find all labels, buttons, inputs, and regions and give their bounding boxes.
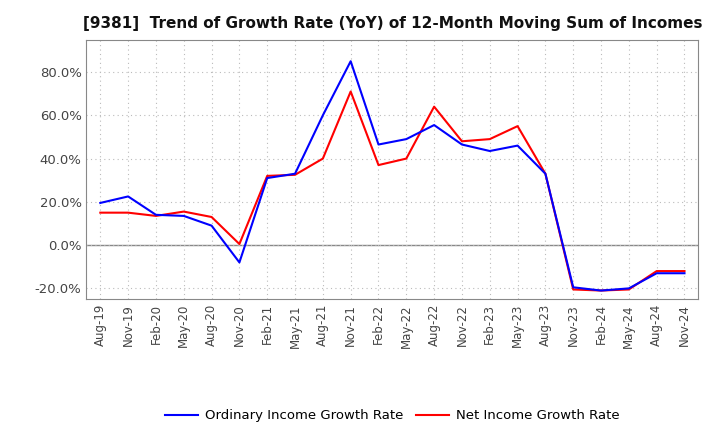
Net Income Growth Rate bbox=[430, 104, 438, 109]
Ordinary Income Growth Rate bbox=[624, 286, 633, 291]
Ordinary Income Growth Rate bbox=[207, 223, 216, 228]
Net Income Growth Rate bbox=[597, 288, 606, 293]
Ordinary Income Growth Rate bbox=[291, 171, 300, 176]
Ordinary Income Growth Rate bbox=[179, 213, 188, 219]
Net Income Growth Rate bbox=[96, 210, 104, 215]
Net Income Growth Rate bbox=[291, 172, 300, 177]
Net Income Growth Rate bbox=[374, 162, 383, 168]
Ordinary Income Growth Rate bbox=[235, 260, 243, 265]
Ordinary Income Growth Rate bbox=[485, 148, 494, 154]
Net Income Growth Rate bbox=[179, 209, 188, 214]
Ordinary Income Growth Rate bbox=[680, 271, 689, 276]
Ordinary Income Growth Rate bbox=[652, 271, 661, 276]
Net Income Growth Rate bbox=[152, 213, 161, 219]
Net Income Growth Rate bbox=[541, 171, 550, 176]
Net Income Growth Rate bbox=[485, 136, 494, 142]
Net Income Growth Rate bbox=[458, 139, 467, 144]
Ordinary Income Growth Rate bbox=[597, 288, 606, 293]
Net Income Growth Rate bbox=[346, 89, 355, 94]
Ordinary Income Growth Rate bbox=[152, 212, 161, 217]
Ordinary Income Growth Rate bbox=[541, 171, 550, 176]
Legend: Ordinary Income Growth Rate, Net Income Growth Rate: Ordinary Income Growth Rate, Net Income … bbox=[160, 404, 625, 428]
Net Income Growth Rate bbox=[124, 210, 132, 215]
Net Income Growth Rate bbox=[263, 173, 271, 179]
Net Income Growth Rate bbox=[569, 287, 577, 292]
Ordinary Income Growth Rate bbox=[124, 194, 132, 199]
Ordinary Income Growth Rate bbox=[402, 136, 410, 142]
Net Income Growth Rate bbox=[318, 156, 327, 161]
Net Income Growth Rate bbox=[680, 268, 689, 274]
Net Income Growth Rate bbox=[207, 214, 216, 220]
Net Income Growth Rate bbox=[402, 156, 410, 161]
Ordinary Income Growth Rate bbox=[374, 142, 383, 147]
Net Income Growth Rate bbox=[652, 268, 661, 274]
Net Income Growth Rate bbox=[624, 287, 633, 292]
Ordinary Income Growth Rate bbox=[263, 176, 271, 181]
Line: Net Income Growth Rate: Net Income Growth Rate bbox=[100, 92, 685, 290]
Ordinary Income Growth Rate bbox=[430, 122, 438, 128]
Ordinary Income Growth Rate bbox=[96, 200, 104, 205]
Ordinary Income Growth Rate bbox=[513, 143, 522, 148]
Ordinary Income Growth Rate bbox=[318, 113, 327, 118]
Net Income Growth Rate bbox=[235, 242, 243, 247]
Line: Ordinary Income Growth Rate: Ordinary Income Growth Rate bbox=[100, 61, 685, 290]
Ordinary Income Growth Rate bbox=[569, 285, 577, 290]
Ordinary Income Growth Rate bbox=[458, 142, 467, 147]
Title: [9381]  Trend of Growth Rate (YoY) of 12-Month Moving Sum of Incomes: [9381] Trend of Growth Rate (YoY) of 12-… bbox=[83, 16, 702, 32]
Net Income Growth Rate bbox=[513, 124, 522, 129]
Ordinary Income Growth Rate bbox=[346, 59, 355, 64]
